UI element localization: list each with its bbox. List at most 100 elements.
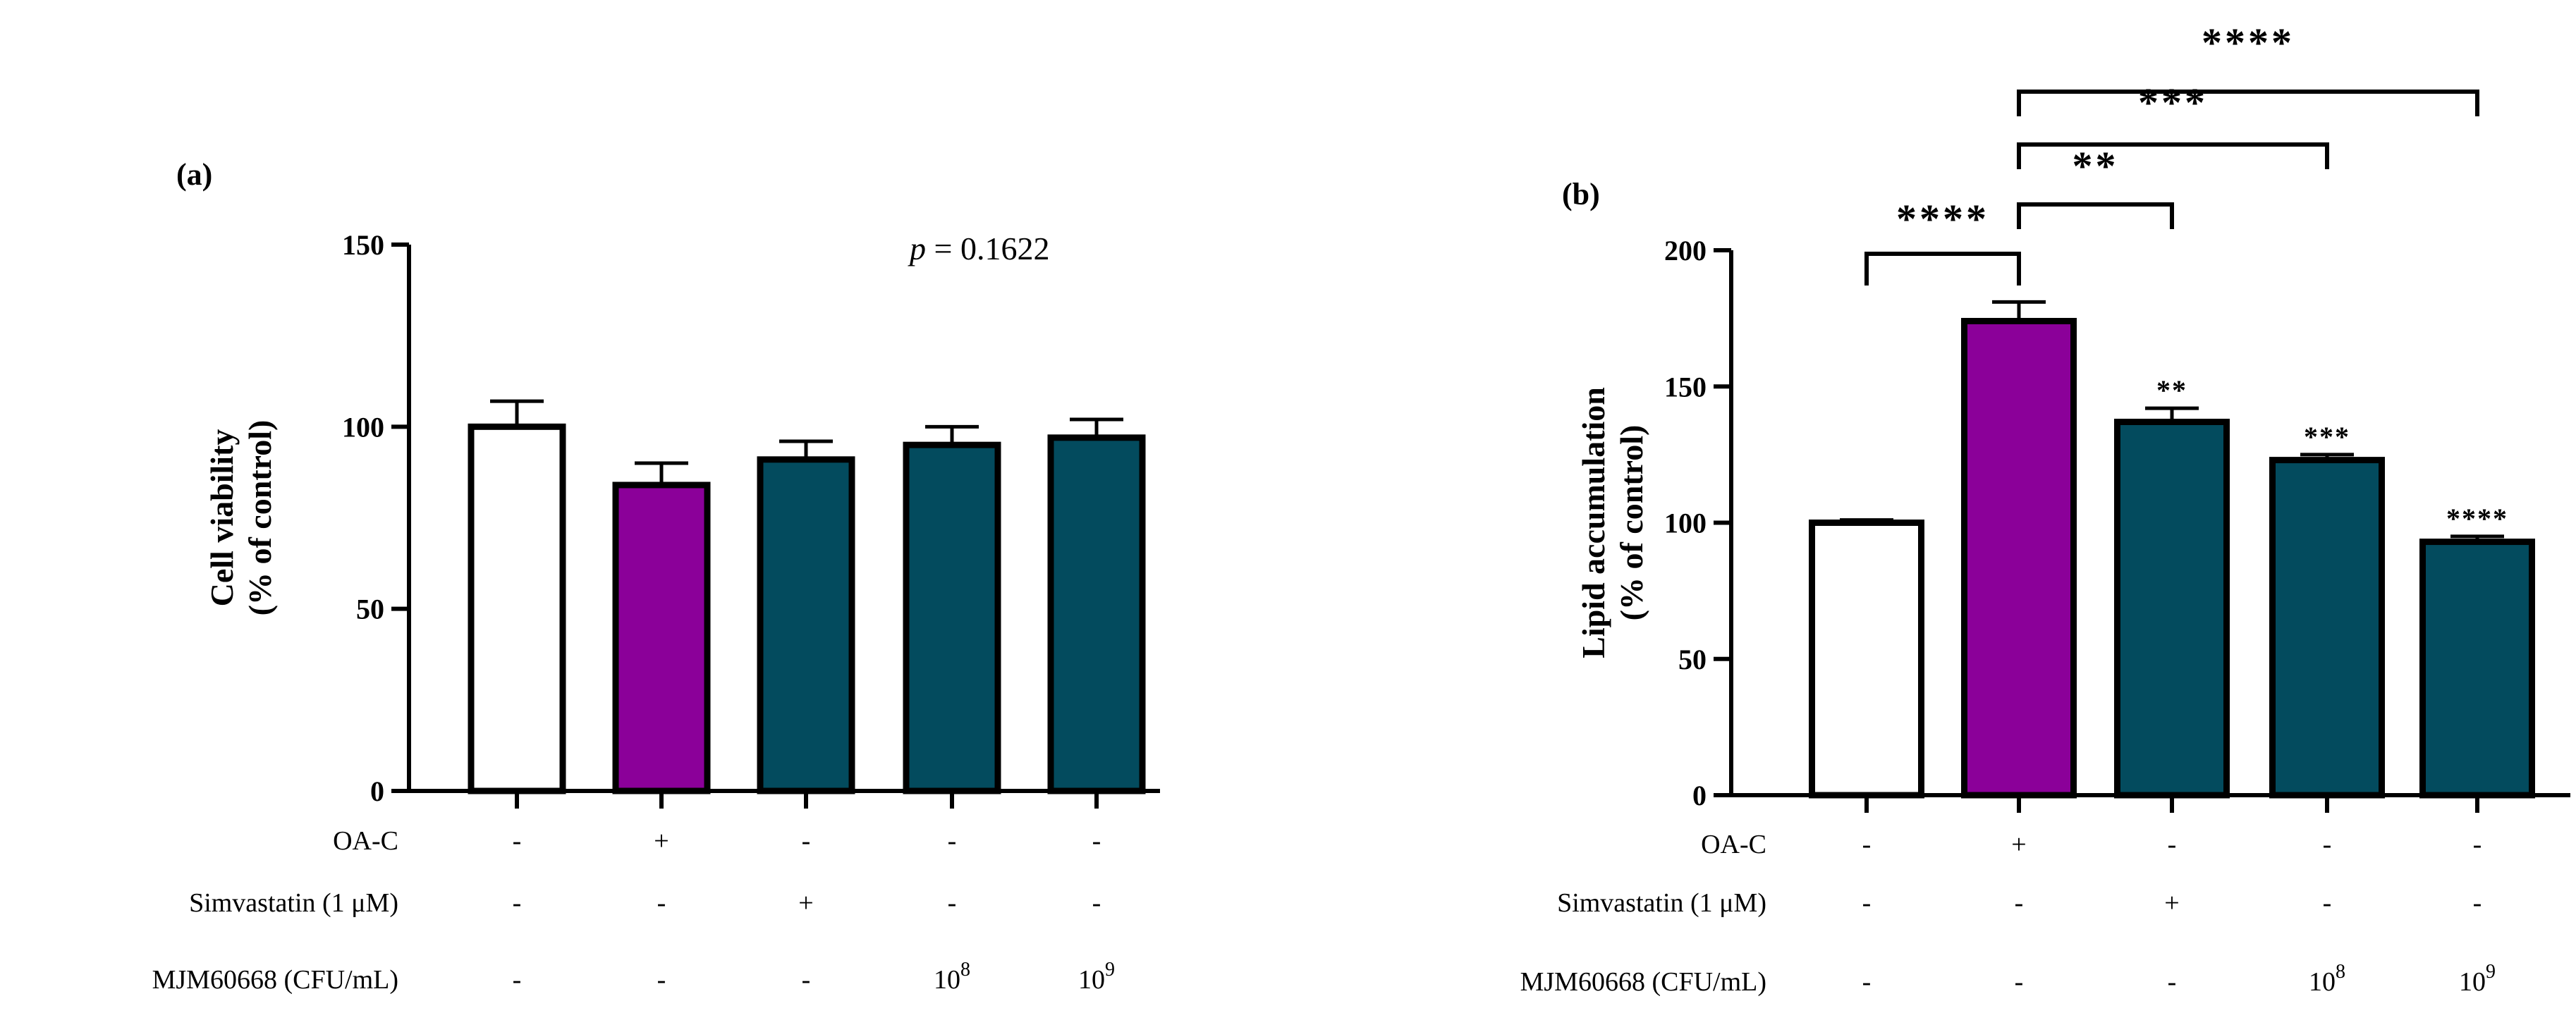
condition-mark: - [2168,830,2177,859]
condition-mark: 109 [2459,961,2496,997]
condition-mark: 108 [934,959,970,995]
condition-mark-text: 10 [2309,967,2336,997]
panel-b: (b) 0 50 100 150 200 Lipid accumulation(% of c… [1520,20,2570,997]
condition-mark: + [2164,888,2179,918]
p-value-text: = 0.1622 [926,231,1049,266]
condition-mark-text: 10 [934,965,960,995]
condition-mark: - [2323,888,2332,918]
condition-mark: 108 [2309,961,2345,997]
condition-mark-text: - [2323,888,2332,918]
condition-mark: + [2011,830,2026,859]
significance-label: ** [2156,374,2187,406]
condition-mark-text: - [657,888,666,918]
condition-label-part: ) [389,888,398,918]
condition-mark-text: - [948,826,957,856]
bracket-label: *** [2138,80,2208,125]
y-tick-label: 100 [342,411,384,443]
condition-label-unit: μM [1719,888,1757,918]
significance-label: **** [2446,503,2508,534]
bracket-label: **** [1896,196,1989,242]
condition-mark-text: - [2015,967,2024,997]
condition-mark: - [513,965,522,995]
condition-mark-text: + [798,888,813,918]
condition-mark: + [654,826,669,856]
condition-mark: - [948,888,957,918]
condition-mark: - [2473,888,2482,918]
bar [1047,434,1146,794]
y-axis-title: Lipid accumulation(% of control) [1575,387,1649,658]
condition-label: OA-C [1701,830,1766,859]
p-value-annotation: p = 0.1622 [908,231,1049,266]
condition-mark: - [513,888,522,918]
condition-mark: - [2015,888,2024,918]
condition-mark: 109 [1078,959,1115,995]
condition-mark: - [802,826,811,856]
condition-mark-text: - [513,826,522,856]
condition-mark: - [657,888,666,918]
bar [1809,520,1924,799]
condition-label: MJM60668 (CFU/mL) [152,965,398,995]
significance-bracket [2017,202,2174,229]
condition-mark: - [513,826,522,856]
condition-mark: - [802,965,811,995]
condition-mark-text: - [1092,826,1101,856]
condition-label-part: Simvastatin (1 [1557,888,1719,918]
condition-mark-text: 10 [1078,965,1105,995]
y-tick-label: 100 [1664,508,1707,539]
y-axis-title: Cell viability(% of control) [204,420,278,616]
condition-mark: + [798,888,813,918]
bar [1961,317,2077,799]
panel-a: (a) 0 50 100 150 Cell viability(% of control)… [152,157,1160,995]
condition-mark: - [1862,888,1872,918]
bar [2419,539,2535,799]
condition-mark-text: - [2323,830,2332,859]
condition-label: OA-C [333,826,398,856]
y-tick-label: 150 [1664,371,1707,403]
bar [612,481,711,794]
condition-mark-exponent: 9 [1105,959,1115,981]
significance-bracket [2017,90,2479,116]
condition-mark: - [1862,967,1872,997]
condition-mark: - [1862,830,1872,859]
condition-mark-exponent: 9 [2486,961,2496,983]
y-axis-title-line: Cell viability [204,429,240,607]
bar [2114,418,2230,799]
condition-mark-text: - [948,888,957,918]
condition-label: Simvastatin (1 μM) [189,888,398,918]
bracket-label: ** [2073,143,2119,189]
bar [903,441,1001,794]
y-tick-label: 150 [342,229,384,261]
condition-mark-text: - [1862,888,1872,918]
condition-mark-exponent: 8 [960,959,970,981]
y-tick-label: 0 [370,775,384,807]
condition-mark-text: 10 [2459,967,2486,997]
condition-mark-text: + [654,826,669,856]
condition-mark-text: + [2164,888,2179,918]
condition-label-part: ) [1757,888,1766,918]
condition-mark-text: - [1092,888,1101,918]
condition-mark-text: - [2473,888,2482,918]
condition-mark-text: + [2011,830,2026,859]
significance-bracket [1864,252,2021,286]
condition-mark: - [1092,888,1101,918]
panel-label: (b) [1562,177,1600,211]
p-value-symbol: p [908,231,926,266]
condition-mark: - [657,965,666,995]
y-axis-title-line: Lipid accumulation [1575,387,1611,658]
condition-mark-exponent: 8 [2336,961,2345,983]
condition-mark-text: - [2015,888,2024,918]
bar [2269,457,2385,799]
condition-mark: - [2015,967,2024,997]
condition-label: Simvastatin (1 μM) [1557,888,1766,918]
condition-mark-text: - [802,965,811,995]
y-tick-label: 0 [1692,780,1707,811]
condition-label-part: Simvastatin (1 [189,888,351,918]
condition-mark: - [2473,830,2482,859]
condition-mark-text: - [2168,967,2177,997]
condition-mark: - [2168,967,2177,997]
condition-mark-text: - [802,826,811,856]
condition-mark-text: - [513,888,522,918]
condition-mark-text: - [1862,967,1872,997]
condition-label: MJM60668 (CFU/mL) [1520,967,1766,997]
